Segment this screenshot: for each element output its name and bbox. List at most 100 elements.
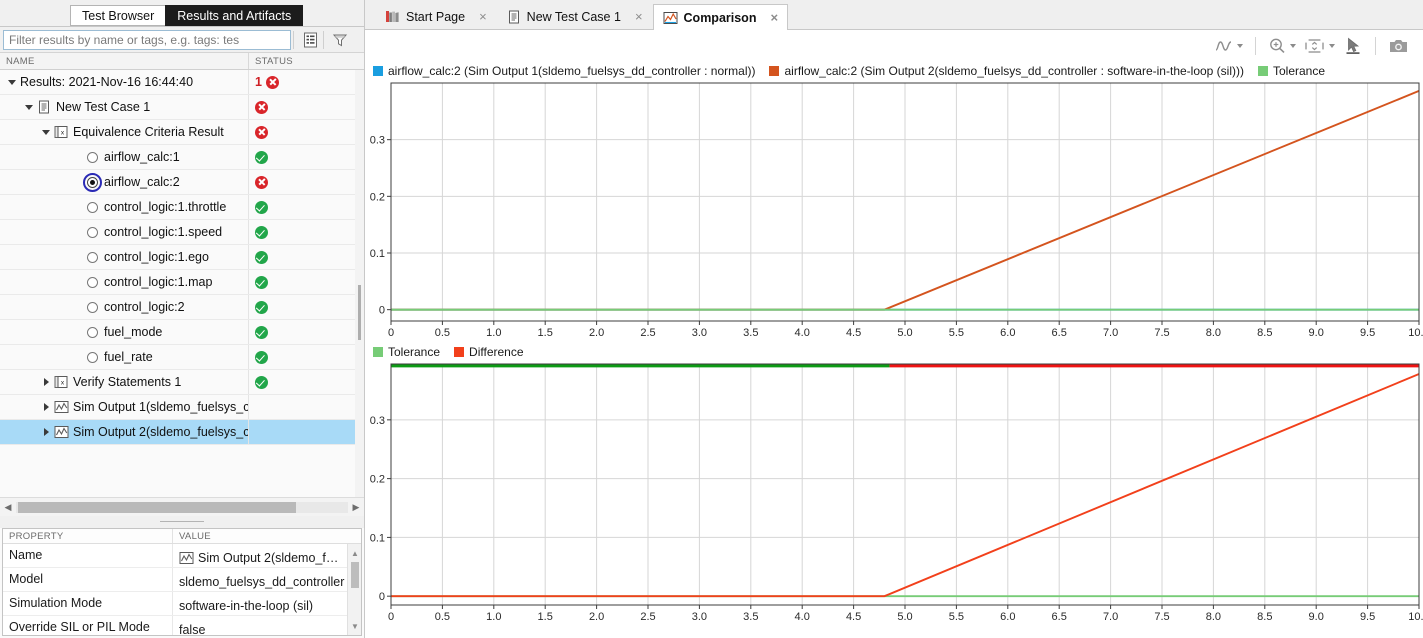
results-tree[interactable]: Results: 2021-Nov-16 16:44:40 1 New Test C… <box>0 70 364 497</box>
property-scroll-thumb[interactable] <box>351 562 359 588</box>
difference-plot[interactable]: 0 0.1 0.2 0.3 0 0.5 1.0 1.5 2.0 2.5 3.0 3.5 4.0 4.5 5.… <box>365 362 1423 627</box>
tree-row[interactable]: x Verify Statements 1 <box>0 370 364 395</box>
funnel-icon[interactable] <box>329 29 351 51</box>
property-row[interactable]: Model sldemo_fuelsys_dd_controller <box>3 568 361 592</box>
property-value-text: false <box>179 622 206 636</box>
radio-unselected-icon[interactable] <box>87 226 98 238</box>
document-tab-label: Comparison <box>683 10 757 25</box>
twisty-spacer <box>57 226 69 238</box>
caret-right-icon[interactable] <box>40 426 52 438</box>
tree-row[interactable]: New Test Case 1 <box>0 95 364 120</box>
hscroll-right-arrow[interactable]: ▶ <box>352 501 360 512</box>
close-icon[interactable]: × <box>479 9 487 24</box>
twisty-spacer <box>57 151 69 163</box>
svg-text:1.0: 1.0 <box>486 327 501 339</box>
property-scroll-down-arrow[interactable]: ▼ <box>351 621 359 631</box>
property-row[interactable]: Override SIL or PIL Mode false <box>3 616 361 636</box>
tree-row[interactable]: control_logic:1.throttle <box>0 195 364 220</box>
status-pass-icon <box>255 275 268 289</box>
radio-unselected-icon[interactable] <box>87 251 98 263</box>
tab-test-browser[interactable]: Test Browser <box>70 5 167 26</box>
tab-results-and-artifacts[interactable]: Results and Artifacts <box>165 5 304 26</box>
property-scroll-up-arrow[interactable]: ▲ <box>351 548 359 558</box>
tree-horizontal-scrollbar[interactable]: ◀ ▶ <box>0 497 364 516</box>
status-pass-icon <box>255 150 268 164</box>
tree-row[interactable]: Results: 2021-Nov-16 16:44:40 1 <box>0 70 364 95</box>
chevron-down-icon <box>1290 44 1296 48</box>
tree-row[interactable]: control_logic:2 <box>0 295 364 320</box>
hscroll-track[interactable] <box>16 501 348 513</box>
tree-row-label: New Test Case 1 <box>56 100 151 114</box>
tree-row[interactable]: airflow_calc:1 <box>0 145 364 170</box>
property-row[interactable]: Simulation Mode software-in-the-loop (sil… <box>3 592 361 616</box>
svg-text:3.0: 3.0 <box>692 611 707 623</box>
document-tab[interactable]: New Test Case 1 × <box>497 3 653 29</box>
tree-row[interactable]: fuel_mode <box>0 320 364 345</box>
svg-text:6.0: 6.0 <box>1000 327 1015 339</box>
comparison-plot[interactable]: 0 0.1 0.2 0.3 0 0.5 1.0 1.5 2.0 2.5 3.0 3.5 4.0 4.5 5.… <box>365 81 1423 343</box>
status-fail-icon <box>255 125 268 139</box>
caret-right-icon[interactable] <box>40 376 52 388</box>
radio-unselected-icon[interactable] <box>87 326 98 338</box>
document-tab[interactable]: Start Page × <box>375 3 497 29</box>
legend-entry[interactable]: airflow_calc:2 (Sim Output 1(sldemo_fuel… <box>373 64 755 78</box>
legend-entry[interactable]: airflow_calc:2 (Sim Output 2(sldemo_fuel… <box>769 64 1244 78</box>
caret-down-icon[interactable] <box>6 76 18 88</box>
legend-entry[interactable]: Difference <box>454 345 524 359</box>
document-tabstrip: Start Page × New Test Case 1 × Comparison × <box>365 0 1423 30</box>
hscroll-left-arrow[interactable]: ◀ <box>4 501 12 512</box>
tree-row[interactable]: x Equivalence Criteria Result <box>0 120 364 145</box>
caret-right-icon[interactable] <box>40 401 52 413</box>
close-icon[interactable]: × <box>770 10 779 25</box>
radio-unselected-icon[interactable] <box>87 301 98 313</box>
svg-text:7.5: 7.5 <box>1154 327 1169 339</box>
svg-text:3.5: 3.5 <box>743 327 758 339</box>
radio-selected-icon[interactable] <box>83 172 102 192</box>
svg-text:4.0: 4.0 <box>795 327 810 339</box>
caret-down-icon[interactable] <box>23 101 35 113</box>
status-pass-icon <box>255 350 268 364</box>
radio-unselected-icon[interactable] <box>87 201 98 213</box>
camera-snapshot-button[interactable] <box>1385 35 1413 57</box>
tree-row[interactable]: control_logic:1.speed <box>0 220 364 245</box>
radio-unselected-icon[interactable] <box>87 351 98 363</box>
tree-vscroll-thumb[interactable] <box>358 285 361 340</box>
cursor-arrow-button[interactable] <box>1340 34 1366 58</box>
legend-entry[interactable]: Tolerance <box>1258 64 1325 78</box>
tree-row[interactable]: Sim Output 2(sldemo_fuelsys_c <box>0 420 364 445</box>
zoom-in-button[interactable] <box>1265 35 1299 57</box>
tree-row-status <box>249 170 364 194</box>
tree-row[interactable]: airflow_calc:2 <box>0 170 364 195</box>
test-case-icon <box>507 10 521 24</box>
property-vertical-scrollbar[interactable]: ▲ ▼ <box>347 544 361 635</box>
caret-down-icon[interactable] <box>40 126 52 138</box>
tree-row[interactable]: Sim Output 1(sldemo_fuelsys_c <box>0 395 364 420</box>
document-tab[interactable]: Comparison × <box>652 4 789 30</box>
property-row[interactable]: Name Sim Output 2(sldemo_f… <box>3 544 361 568</box>
tree-row[interactable]: control_logic:1.map <box>0 270 364 295</box>
tree-row-name: control_logic:1.ego <box>0 245 249 269</box>
svg-text:9.5: 9.5 <box>1360 327 1375 339</box>
columns-icon[interactable] <box>299 29 321 51</box>
legend-entry[interactable]: Tolerance <box>373 345 440 359</box>
filter-input[interactable]: Filter results by name or tags, e.g. tag… <box>3 29 291 50</box>
close-icon[interactable]: × <box>634 9 643 24</box>
fit-to-view-button[interactable] <box>1301 35 1338 57</box>
col-header-name: NAME <box>0 53 249 69</box>
panel-splitter[interactable] <box>0 516 364 528</box>
svg-text:4.5: 4.5 <box>846 611 861 623</box>
hscroll-thumb[interactable] <box>18 501 296 513</box>
signal-select-button[interactable] <box>1211 35 1246 57</box>
radio-unselected-icon[interactable] <box>87 151 98 163</box>
legend-label: Tolerance <box>1273 64 1326 78</box>
signal-icon <box>54 425 69 439</box>
tree-row[interactable]: fuel_rate <box>0 345 364 370</box>
legend-label: Difference <box>469 345 524 359</box>
property-value: false <box>173 616 361 636</box>
legend-swatch <box>1258 66 1268 76</box>
radio-unselected-icon[interactable] <box>87 276 98 288</box>
tree-vertical-scrollbar[interactable] <box>355 70 364 497</box>
tree-row[interactable]: control_logic:1.ego <box>0 245 364 270</box>
property-value-text: sldemo_fuelsys_dd_controller <box>179 574 345 589</box>
status-fail-icon <box>255 175 268 189</box>
